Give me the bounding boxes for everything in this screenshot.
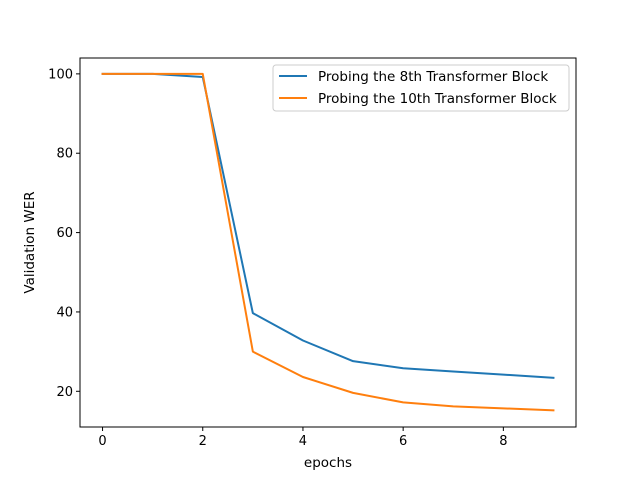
legend-label: Probing the 8th Transformer Block — [318, 69, 548, 85]
y-tick-label: 80 — [56, 147, 73, 162]
legend-item: Probing the 10th Transformer Block — [279, 91, 557, 107]
y-tick-label: 20 — [56, 385, 73, 400]
series-2 — [101, 72, 555, 412]
y-axis-ticks: 20 40 60 80 100 — [48, 67, 80, 400]
axes-frame — [79, 57, 577, 428]
legend-box — [272, 64, 570, 112]
legend-item: Probing the 8th Transformer Block — [279, 69, 548, 85]
plot-area — [79, 57, 577, 428]
x-tick-label: 8 — [499, 434, 507, 449]
x-axis-label: epochs — [304, 455, 352, 471]
y-tick-label: 40 — [56, 305, 73, 320]
x-tick-label: 2 — [199, 434, 207, 449]
y-tick-label: 100 — [48, 67, 73, 82]
x-tick-label: 6 — [399, 434, 407, 449]
legend-label: Probing the 10th Transformer Block — [318, 91, 557, 107]
x-tick-label: 4 — [299, 434, 307, 449]
legend: Probing the 8th Transformer Block Probing… — [272, 64, 570, 112]
series-line — [101, 72, 555, 412]
series-lines — [101, 72, 555, 412]
series-1 — [101, 72, 555, 379]
y-tick-label: 60 — [56, 226, 73, 241]
y-axis-label: Validation WER — [22, 191, 38, 293]
series-line — [101, 72, 555, 379]
x-tick-label: 0 — [98, 434, 106, 449]
x-axis-ticks: 0 2 4 6 8 — [98, 427, 507, 449]
